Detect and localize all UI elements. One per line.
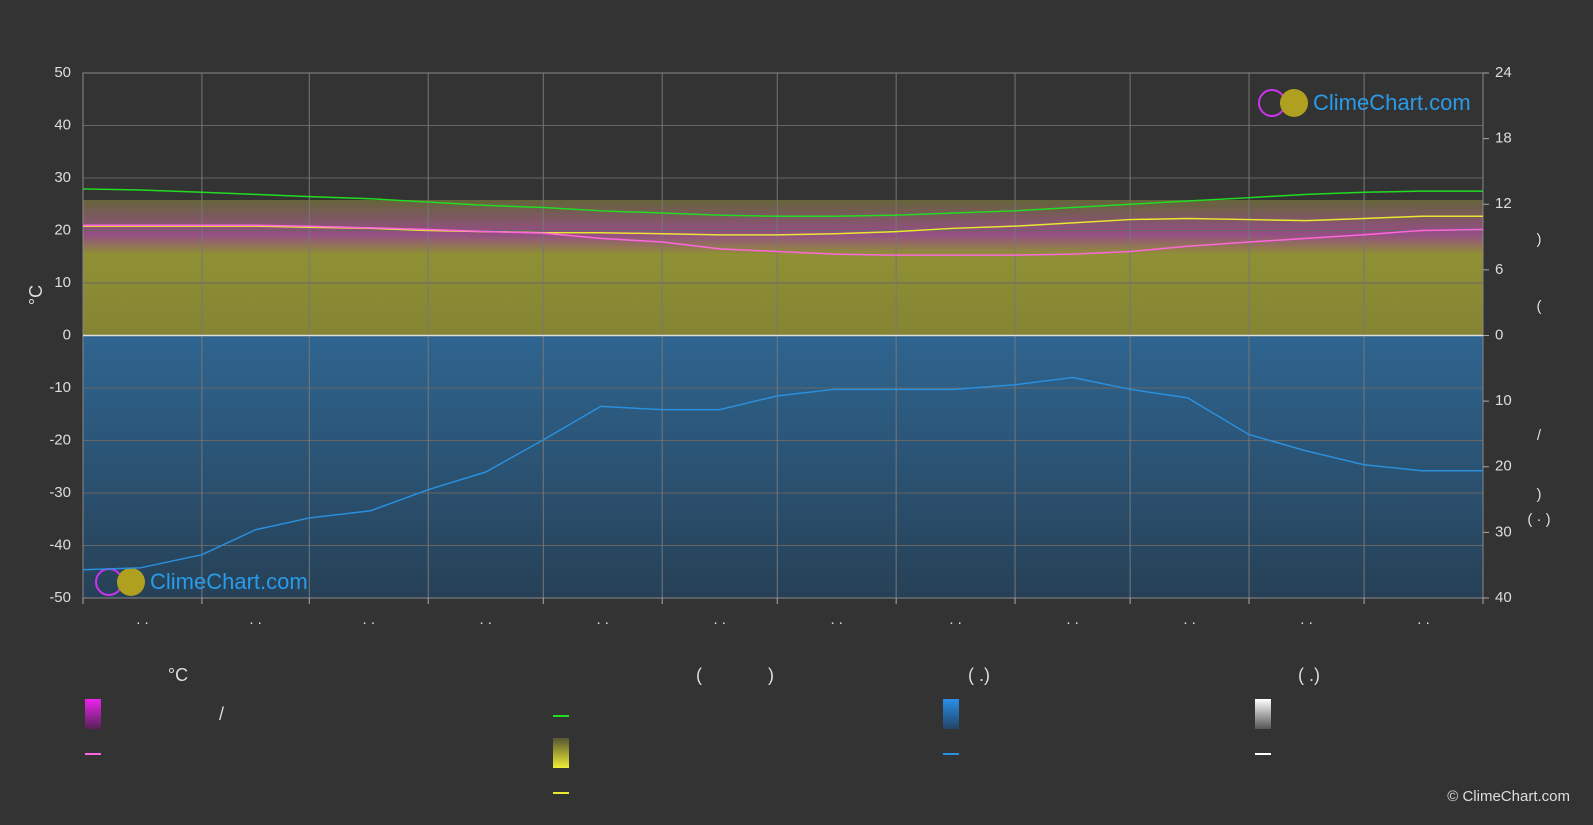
y2-label-part: )	[1537, 486, 1542, 503]
y-tick-label: -30	[49, 484, 71, 501]
series-line	[83, 224, 1484, 256]
series-line	[82, 188, 1483, 218]
y2-tick-label: 18	[1495, 130, 1512, 147]
y2-tick-label: 24	[1495, 64, 1512, 81]
y-tick-label: 10	[54, 274, 71, 291]
legend-swatch	[1255, 699, 1271, 729]
x-tick-label: . .	[362, 611, 375, 628]
y2-tick-label: 12	[1495, 195, 1512, 212]
x-tick-label: . .	[949, 611, 962, 628]
watermark: ClimeChart.com	[1313, 90, 1471, 115]
legend-heading: ( .)	[968, 665, 990, 685]
y3-tick-label: 20	[1495, 458, 1512, 475]
x-tick-label: . .	[830, 611, 843, 628]
x-tick-label: . .	[249, 611, 262, 628]
logo-top: ClimeChart.com	[1258, 89, 1471, 117]
y-tick-label: 40	[54, 116, 71, 133]
y3-tick-label: 10	[1495, 392, 1512, 409]
x-tick-label: . .	[479, 611, 492, 628]
logo-sun	[117, 568, 145, 596]
legend-swatch	[553, 738, 569, 768]
y-tick-label: -50	[49, 589, 71, 606]
legend-heading: (	[696, 665, 702, 685]
y2-label-part: )	[1537, 231, 1542, 248]
y-tick-label: -10	[49, 379, 71, 396]
y-tick-label: -20	[49, 431, 71, 448]
y2-tick-label: 6	[1495, 261, 1503, 278]
y2-label-part: /	[1537, 427, 1542, 444]
series-line	[83, 215, 1483, 236]
watermark: ClimeChart.com	[150, 569, 308, 594]
x-tick-label: . .	[1417, 611, 1430, 628]
y3-tick-label: 30	[1495, 523, 1512, 540]
y-tick-label: 0	[63, 326, 71, 343]
legend-swatch	[1255, 753, 1271, 755]
x-tick-label: . .	[1300, 611, 1313, 628]
copyright: © ClimeChart.com	[1447, 788, 1570, 805]
x-tick-label: . .	[1066, 611, 1079, 628]
x-tick-label: . .	[1183, 611, 1196, 628]
y2-label-part: (	[1537, 298, 1542, 315]
legend-heading: °C	[168, 665, 188, 685]
series-line	[82, 376, 1483, 571]
legend-text: /	[219, 704, 224, 724]
y-tick-label: -40	[49, 536, 71, 553]
y-tick-label: 50	[54, 64, 71, 81]
legend-swatch	[553, 715, 569, 717]
legend-swatch	[943, 753, 959, 755]
temperature-band	[83, 200, 1483, 336]
logo-sun	[1280, 89, 1308, 117]
y-tick-label: 20	[54, 221, 71, 238]
legend-swatch	[943, 699, 959, 729]
y-axis-label: °C	[26, 285, 46, 305]
legend-heading: ( .)	[1298, 665, 1320, 685]
x-tick-label: . .	[136, 611, 149, 628]
legend-swatch	[553, 792, 569, 794]
x-tick-label: . .	[713, 611, 726, 628]
y3-tick-label: 40	[1495, 589, 1512, 606]
legend-heading: )	[768, 665, 774, 685]
legend-swatch	[85, 699, 101, 729]
x-tick-label: . .	[596, 611, 609, 628]
logo-bottom: ClimeChart.com	[95, 568, 308, 596]
legend-swatch	[85, 753, 101, 755]
y2-label-part: ( · )	[1527, 511, 1550, 528]
y-tick-label: 30	[54, 169, 71, 186]
rain-band	[83, 336, 1483, 598]
y2-tick-label: 0	[1495, 326, 1503, 343]
